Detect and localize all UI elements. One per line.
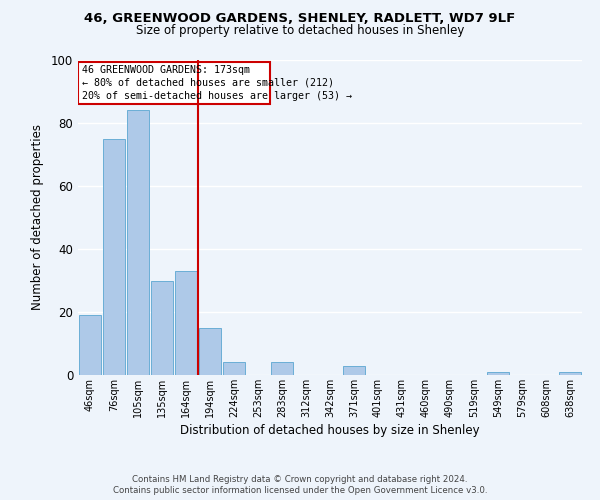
Bar: [343, 366, 365, 375]
Text: Contains HM Land Registry data © Crown copyright and database right 2024.: Contains HM Land Registry data © Crown c…: [132, 475, 468, 484]
Bar: [79, 315, 101, 375]
Bar: [175, 271, 197, 375]
X-axis label: Distribution of detached houses by size in Shenley: Distribution of detached houses by size …: [180, 424, 480, 437]
Bar: [271, 362, 293, 375]
Bar: [151, 280, 173, 375]
Bar: [127, 110, 149, 375]
Text: Contains public sector information licensed under the Open Government Licence v3: Contains public sector information licen…: [113, 486, 487, 495]
Text: 46, GREENWOOD GARDENS, SHENLEY, RADLETT, WD7 9LF: 46, GREENWOOD GARDENS, SHENLEY, RADLETT,…: [85, 12, 515, 26]
Text: 46 GREENWOOD GARDENS: 173sqm
← 80% of detached houses are smaller (212)
20% of s: 46 GREENWOOD GARDENS: 173sqm ← 80% of de…: [82, 64, 352, 101]
Bar: [559, 372, 581, 375]
Bar: [223, 362, 245, 375]
Text: Size of property relative to detached houses in Shenley: Size of property relative to detached ho…: [136, 24, 464, 37]
Bar: [79, 62, 270, 104]
Bar: [103, 138, 125, 375]
Bar: [199, 328, 221, 375]
Y-axis label: Number of detached properties: Number of detached properties: [31, 124, 44, 310]
Bar: [487, 372, 509, 375]
